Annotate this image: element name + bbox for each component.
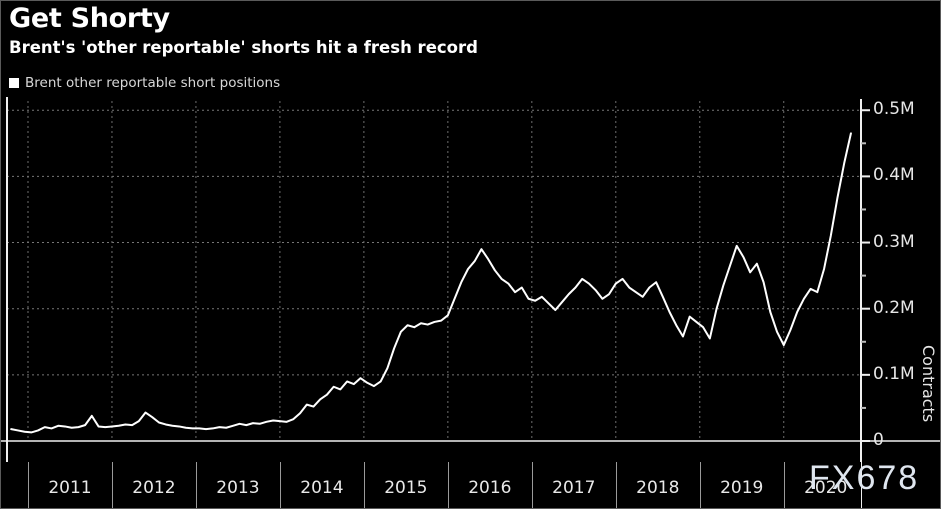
y-axis-tick-label: 0 bbox=[873, 430, 884, 450]
x-axis-tick-label: 2020 bbox=[804, 478, 848, 498]
plot-area: Contracts 0 0.1M 0.2M 0.3M 0.4M 0.5M bbox=[1, 97, 940, 462]
x-axis-separator bbox=[531, 462, 533, 508]
legend-square-marker-icon bbox=[9, 78, 19, 88]
x-axis-tick-label: 2017 bbox=[552, 478, 596, 498]
x-axis-tick-label: 2013 bbox=[216, 478, 260, 498]
x-axis-separator bbox=[279, 462, 281, 508]
y-axis-title: Contracts bbox=[919, 345, 938, 423]
y-axis-tick-label: 0.2M bbox=[873, 297, 915, 318]
x-axis-separator bbox=[195, 462, 197, 508]
x-axis-tick-label: 2012 bbox=[132, 478, 176, 498]
axis-lines bbox=[1, 97, 940, 462]
y-axis-tick-label: 0.4M bbox=[873, 165, 915, 186]
x-axis-separator bbox=[861, 462, 862, 508]
x-axis-separator bbox=[111, 462, 113, 508]
chart-subtitle: Brent's 'other reportable' shorts hit a … bbox=[9, 38, 478, 57]
gridlines bbox=[7, 101, 861, 442]
chart-legend: Brent other reportable short positions bbox=[9, 75, 280, 91]
x-axis-tick-label: 2011 bbox=[48, 478, 92, 498]
data-line-series bbox=[10, 132, 852, 434]
x-axis-tick-label: 2014 bbox=[300, 478, 344, 498]
chart-svg bbox=[1, 97, 940, 462]
watermark-label: FX678 bbox=[809, 459, 920, 497]
page-title: Get Shorty bbox=[9, 3, 170, 34]
x-axis-separator bbox=[27, 462, 29, 508]
x-axis-tick-label: 2019 bbox=[720, 478, 764, 498]
y-axis-tick-label: 0.5M bbox=[873, 99, 915, 120]
x-axis-tick-label: 2016 bbox=[468, 478, 512, 498]
x-axis-separator bbox=[783, 462, 785, 508]
x-axis-tick-label: 2018 bbox=[636, 478, 680, 498]
x-axis-separator bbox=[699, 462, 701, 508]
x-axis-separator bbox=[363, 462, 365, 508]
x-axis-tick-label: 2015 bbox=[384, 478, 428, 498]
y-axis-ticks bbox=[861, 109, 870, 442]
x-axis-separator bbox=[615, 462, 617, 508]
x-axis-separator bbox=[447, 462, 449, 508]
legend-item-label: Brent other reportable short positions bbox=[25, 75, 281, 91]
y-axis-tick-label: 0.1M bbox=[873, 363, 915, 384]
y-axis-tick-label: 0.3M bbox=[873, 231, 915, 252]
x-axis-band: 2011 2012 2013 2014 2015 2016 2017 2018 2019 2020 bbox=[1, 462, 940, 508]
